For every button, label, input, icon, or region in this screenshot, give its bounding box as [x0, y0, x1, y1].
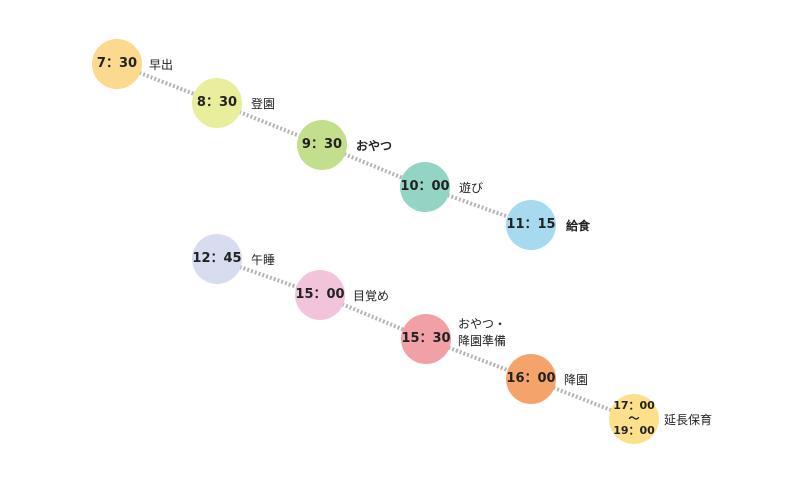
time-circle-9: 16：00 — [506, 354, 556, 404]
time-circle-4: 10：00 — [400, 162, 450, 212]
activity-label-6: 午睡 — [251, 253, 276, 267]
activity-label-2: 登園 — [251, 97, 276, 111]
time-circle-5: 11：15 — [506, 200, 556, 250]
time-text: 15：00 — [295, 286, 345, 302]
activity-label-7: 目覚め — [353, 289, 390, 303]
connector-line-6 — [319, 293, 427, 341]
time-text: 8：30 — [196, 94, 238, 110]
time-text: 19：00 — [613, 424, 655, 438]
activity-label-9: 降園 — [564, 373, 589, 387]
activity-label-5: 給食 — [566, 219, 591, 233]
time-text: 7：30 — [96, 55, 138, 71]
activity-label-10: 延長保育 — [664, 413, 713, 427]
time-circle-8: 15：30 — [401, 314, 451, 364]
time-circle-10: 17：00～ 19：00 — [609, 394, 659, 444]
time-circle-2: 8：30 — [192, 78, 242, 128]
activity-label-3: おやつ — [356, 139, 393, 153]
time-text: 16：00 — [506, 370, 556, 386]
time-circle-3: 9：30 — [297, 120, 347, 170]
time-text: 12：45 — [192, 250, 242, 266]
time-text: 17：00～ — [613, 399, 655, 425]
activity-label-4: 遊び — [459, 181, 484, 195]
time-text: 10：00 — [400, 178, 450, 194]
time-text: 15：30 — [401, 330, 451, 346]
activity-label-1: 早出 — [149, 58, 174, 72]
time-text: 9：30 — [301, 136, 343, 152]
time-circle-6: 12：45 — [192, 234, 242, 284]
time-circle-7: 15：00 — [295, 270, 345, 320]
activity-label-8: おやつ・ 降園準備 — [458, 317, 507, 349]
connector-line-2 — [216, 101, 323, 147]
time-text: 11：15 — [506, 216, 556, 232]
time-circle-1: 7：30 — [92, 39, 142, 89]
